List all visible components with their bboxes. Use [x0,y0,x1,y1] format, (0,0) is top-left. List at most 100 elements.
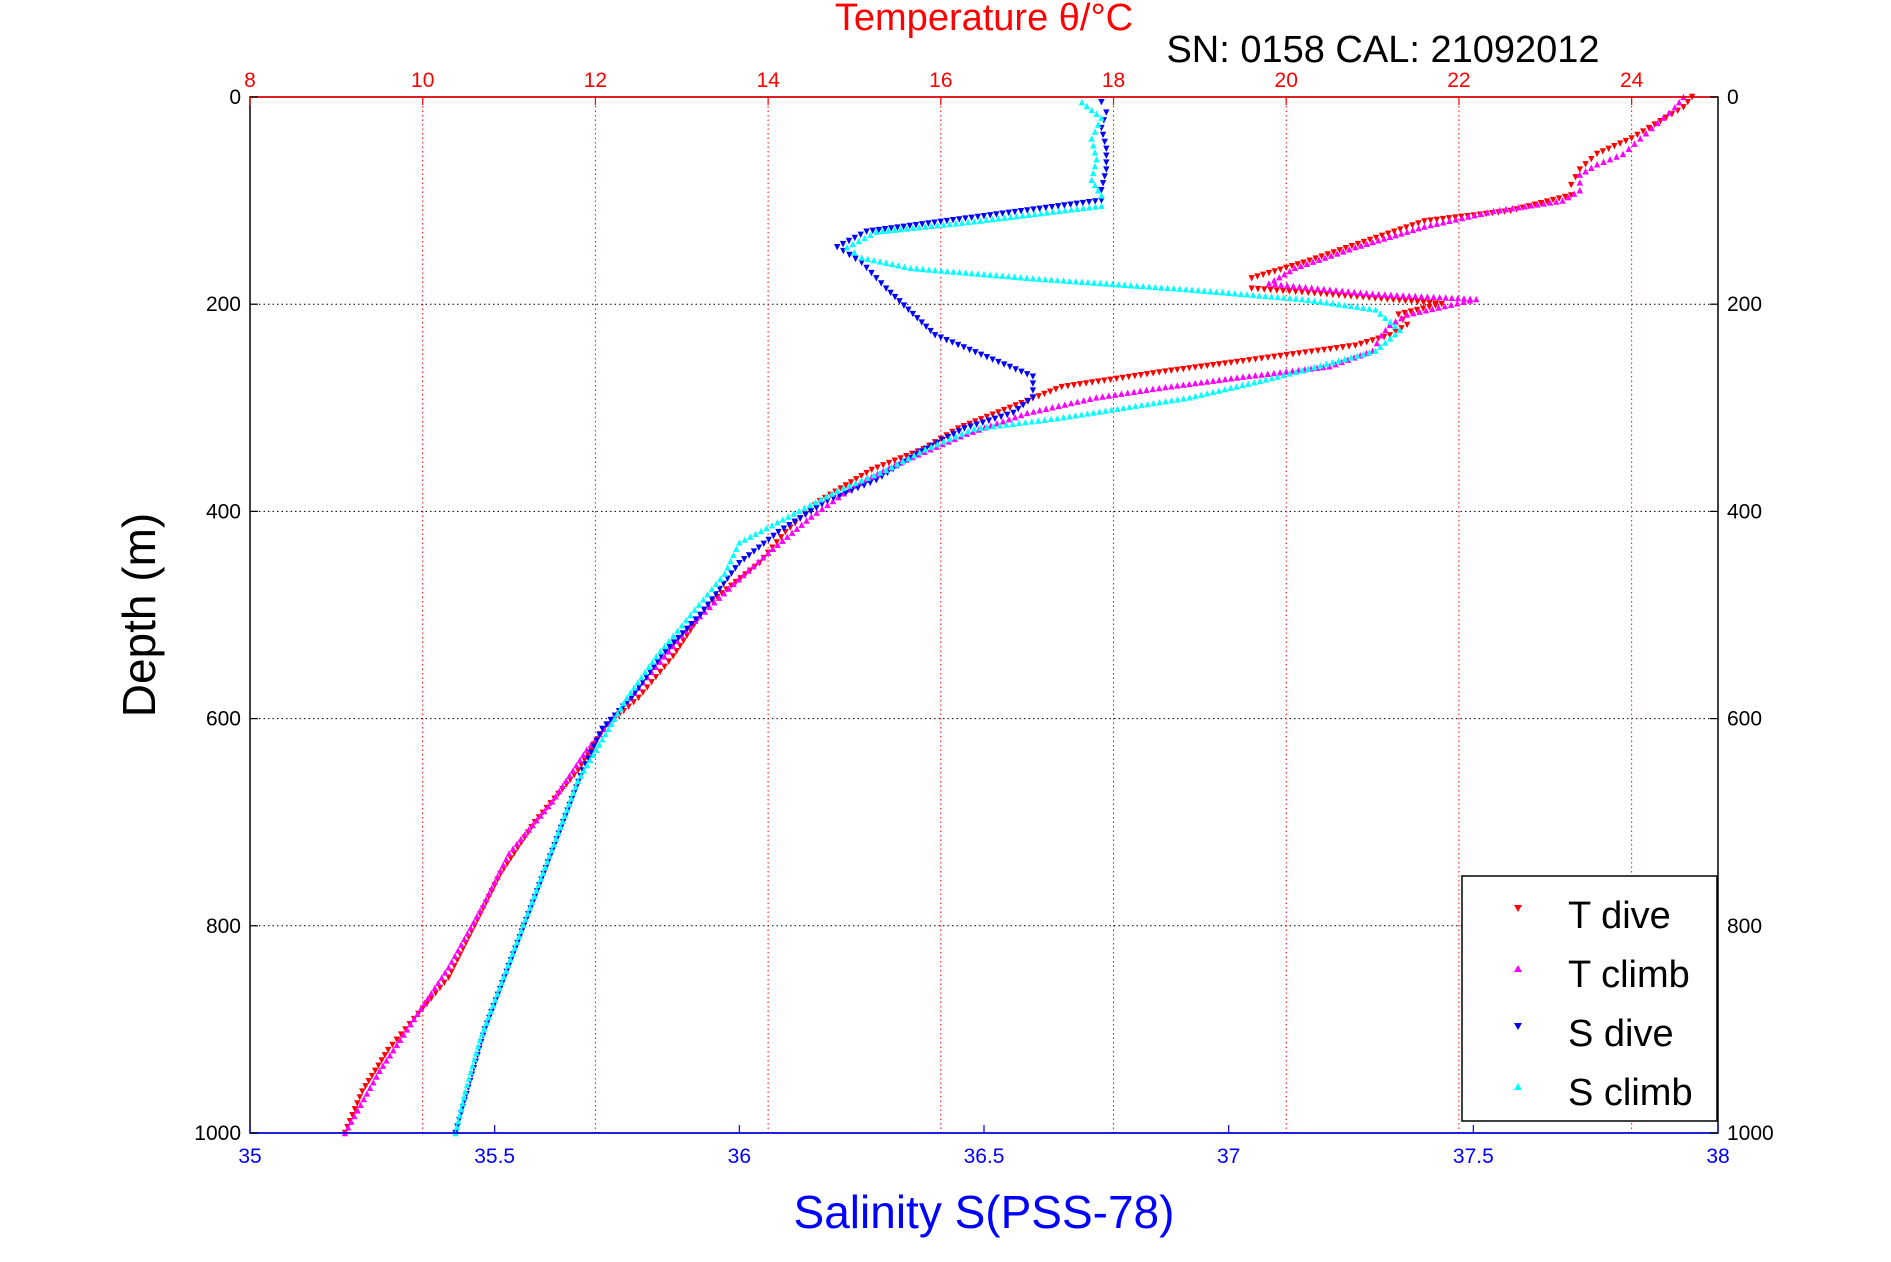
point-s-dive [720,580,727,588]
point-t-climb [1074,398,1081,405]
point-s-climb [977,424,984,431]
point-t-climb [745,567,752,574]
x-bottom-tick-label: 36.5 [964,1145,1005,1168]
point-t-climb [513,840,521,848]
point-t-climb [1381,291,1388,298]
point-t-climb [525,826,532,833]
point-t-climb [1332,286,1340,294]
point-s-climb [524,909,532,917]
point-s-climb [952,433,960,440]
point-s-dive [704,601,712,608]
point-t-climb [1509,204,1516,212]
point-s-climb [1098,114,1105,121]
point-t-dive [1330,249,1337,256]
point-s-dive [657,653,665,660]
point-t-climb [1180,381,1187,388]
point-t-dive [1605,145,1612,152]
point-s-dive [873,477,880,484]
y-tick-label-left: 0 [229,86,241,109]
point-t-dive [1561,193,1569,201]
point-s-climb [1114,405,1121,412]
point-t-climb [502,855,510,863]
point-t-dive [1156,369,1163,376]
point-s-climb [649,658,656,665]
point-t-dive [680,637,687,645]
point-t-dive [1593,150,1601,158]
point-t-climb [774,541,781,548]
point-s-climb [469,1062,476,1069]
point-t-climb [552,793,559,800]
point-t-climb [555,787,563,795]
point-s-dive [937,218,944,226]
point-s-dive [960,344,968,351]
point-s-climb [1323,299,1330,306]
legend-marker-s-climb [1514,1083,1522,1090]
point-t-dive [1421,218,1428,225]
point-t-dive [1076,381,1084,388]
point-t-climb [1143,386,1150,394]
point-t-climb [479,901,487,909]
point-s-climb [1049,208,1057,215]
point-s-dive [1012,366,1019,373]
point-t-climb [1049,404,1056,411]
point-s-dive [891,293,899,301]
point-t-dive [1395,311,1402,318]
x-axis-bottom-title: Salinity S(PSS-78) [794,1186,1175,1238]
legend-label-s-dive: S dive [1568,1013,1674,1055]
point-s-climb [785,513,792,520]
point-s-dive [983,354,991,361]
point-t-dive [837,485,844,492]
point-t-dive [1279,287,1287,295]
point-s-dive [708,596,716,603]
point-s-climb [879,227,886,235]
point-s-climb [1201,287,1208,294]
point-s-dive [1024,398,1032,405]
point-t-dive [578,762,585,769]
point-t-climb [656,658,664,665]
point-t-climb [500,861,507,868]
point-t-dive [874,464,881,471]
point-t-climb [706,603,713,611]
point-t-dive [1292,288,1299,296]
point-s-climb [1372,306,1379,313]
point-s-climb [1121,281,1128,288]
point-t-dive [365,1078,372,1085]
point-t-climb [1588,164,1595,171]
point-s-climb [500,973,508,980]
point-s-dive [887,289,894,297]
point-t-climb [464,930,471,937]
point-s-climb [583,762,591,769]
point-t-climb [1415,225,1422,232]
point-t-dive [1398,325,1405,332]
point-s-dive [962,215,969,222]
point-s-climb [1227,384,1234,391]
point-t-climb [1454,300,1461,307]
point-t-dive [351,1106,359,1113]
point-t-dive [356,1094,363,1101]
point-s-climb [1090,279,1098,286]
point-s-dive [980,212,988,220]
point-s-dive [869,227,876,235]
point-s-climb [665,637,673,645]
point-t-dive [397,1031,405,1038]
point-t-climb [1338,287,1346,294]
point-s-dive [1023,371,1031,378]
point-s-climb [1025,211,1032,218]
point-t-dive [1354,240,1362,248]
point-t-climb [1093,394,1100,401]
point-t-dive [441,979,448,986]
point-s-climb [724,564,731,571]
point-s-climb [1192,392,1199,400]
point-s-dive [1099,131,1107,139]
point-s-climb [1198,391,1205,398]
point-s-dive [931,332,939,339]
point-s-climb [515,932,523,940]
point-t-climb [491,878,498,886]
point-t-dive [989,411,996,418]
point-s-climb [1078,411,1085,418]
point-s-climb [806,501,814,509]
point-t-dive [1645,124,1653,132]
point-s-climb [843,244,851,251]
point-s-climb [535,881,542,888]
point-t-climb [407,1021,414,1028]
